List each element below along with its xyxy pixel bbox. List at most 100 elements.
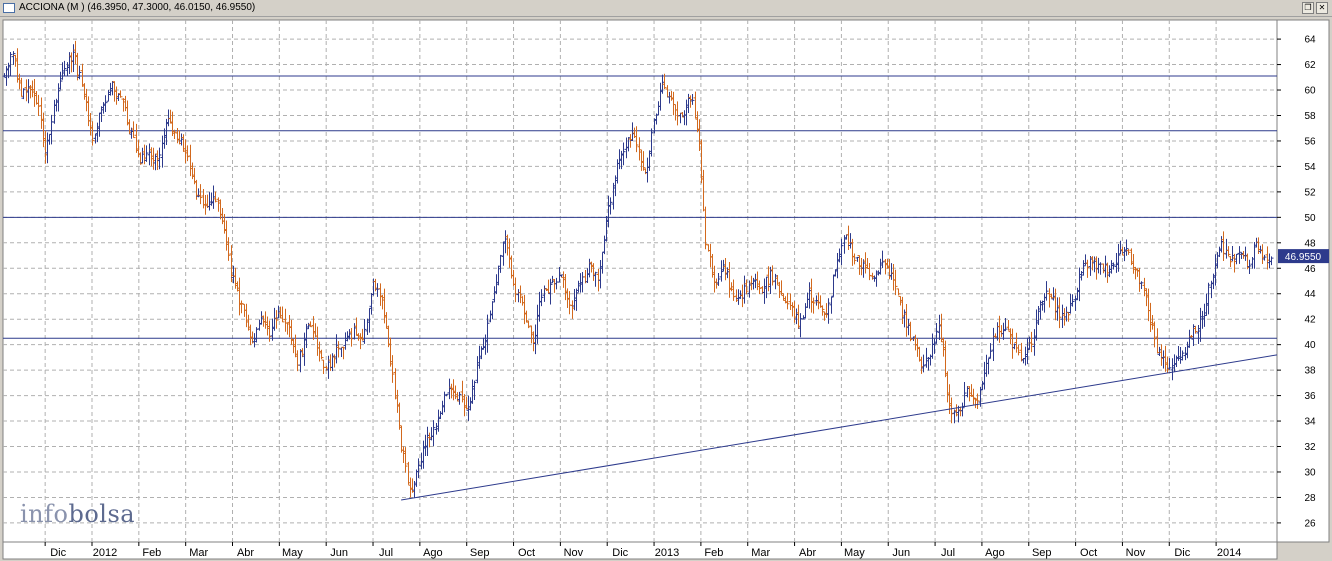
ohlc-bar: [1081, 260, 1086, 276]
ohlc-bar: [1044, 281, 1049, 301]
ohlc-bar: [820, 305, 825, 316]
y-tick-label: 34: [1304, 417, 1316, 428]
y-tick-label: 62: [1304, 60, 1316, 71]
ohlc-bar: [1262, 254, 1267, 261]
ohlc-bar: [978, 386, 983, 407]
ohlc-bar: [662, 73, 667, 89]
ohlc-bar: [893, 269, 898, 296]
ohlc-bar: [1070, 294, 1075, 307]
ohlc-bar: [431, 420, 436, 446]
ohlc-bar: [852, 253, 857, 265]
ohlc-bar: [485, 314, 490, 353]
ohlc-bar: [90, 121, 95, 146]
y-tick-label: 32: [1304, 442, 1316, 453]
ohlc-bar: [308, 321, 313, 328]
ohlc-bar: [932, 338, 937, 354]
ohlc-bar: [880, 250, 885, 269]
ohlc-bar: [539, 289, 544, 307]
ohlc-bar: [960, 402, 965, 417]
ohlc-bar: [986, 358, 991, 375]
ohlc-bar: [172, 129, 177, 140]
ohlc-bar: [416, 458, 421, 479]
ohlc-bar: [1226, 246, 1231, 257]
y-tick-label: 38: [1304, 366, 1316, 377]
ohlc-bar: [513, 277, 518, 303]
x-tick-label: Jul: [941, 547, 955, 559]
ohlc-bar: [770, 265, 775, 286]
ohlc-bar: [403, 447, 408, 473]
x-tick-label: Mar: [189, 547, 208, 559]
ohlc-bar: [21, 88, 26, 100]
chart-window-icon: [3, 3, 15, 13]
x-tick-label: Oct: [1080, 547, 1097, 559]
ohlc-bar: [716, 272, 721, 286]
ohlc-bar: [949, 397, 954, 424]
x-tick-label: Dic: [1174, 547, 1190, 559]
y-tick-label: 40: [1304, 340, 1316, 351]
ohlc-bar: [472, 380, 477, 401]
ohlc-bar: [1029, 331, 1034, 353]
ohlc-bar: [839, 238, 844, 266]
infobolsa-logo: infobolsa: [20, 500, 136, 528]
y-tick-label: 52: [1304, 187, 1316, 198]
ohlc-bar: [1116, 243, 1121, 272]
window-title: ACCIONA (M ) (46.3950, 47.3000, 46.0150,…: [19, 2, 256, 13]
ohlc-bar: [444, 393, 449, 397]
y-tick-label: 60: [1304, 86, 1316, 97]
ohlc-bar: [1057, 297, 1062, 329]
ohlc-bar: [1180, 350, 1185, 361]
ohlc-bar: [703, 206, 708, 250]
ohlc-bar: [896, 288, 901, 296]
ohlc-bar: [1221, 231, 1226, 261]
ohlc-bar: [971, 388, 976, 405]
ohlc-bar: [319, 349, 324, 360]
ohlc-bar: [457, 391, 462, 405]
last-price-label: 46.9550: [1285, 252, 1322, 263]
x-tick-label: May: [844, 547, 865, 559]
y-tick-label: 26: [1304, 518, 1316, 529]
x-axis-panel: [2, 541, 1278, 560]
ohlc-bar: [213, 191, 218, 203]
restore-button[interactable]: ❐: [1302, 2, 1314, 14]
y-axis-ticks: 26 28 30 32 34 36 38 40 42 44 46 48 50 52 54 56 58 60 62 64: [1277, 35, 1316, 529]
trendline-group: [401, 354, 1278, 501]
ohlc-bar: [1139, 281, 1144, 289]
ohlc-bar: [267, 320, 272, 342]
ohlc-bar: [1228, 255, 1233, 268]
ohlc-bar: [336, 341, 341, 358]
ohlc-bar: [908, 321, 913, 342]
x-tick-label: Abr: [799, 547, 816, 559]
ohlc-bar: [867, 263, 872, 281]
x-tick-label: Nov: [1126, 547, 1146, 559]
x-axis-ticks: Dic 2012 Feb Mar Abr May Jun Jul Ago Sep Oct Nov Dic…: [44, 542, 1241, 559]
x-tick-label: Dic: [50, 547, 66, 559]
y-tick-label: 28: [1304, 493, 1316, 504]
close-button[interactable]: ✕: [1316, 2, 1328, 14]
ohlc-bar: [1206, 282, 1211, 315]
ohlc-bar: [1085, 259, 1090, 278]
y-axis-panel: [1276, 19, 1330, 543]
ohlc-bar: [1237, 246, 1242, 264]
ohlc-bar: [274, 310, 279, 329]
ohlc-bar: [11, 51, 16, 65]
ohlc-bar: [634, 126, 639, 153]
ohlc-bar: [1247, 259, 1252, 275]
ohlc-bar: [498, 254, 503, 273]
y-tick-label: 48: [1304, 238, 1316, 249]
x-tick-label: 2013: [655, 547, 679, 559]
y-tick-label: 42: [1304, 315, 1316, 326]
ohlc-bar: [593, 271, 598, 287]
x-tick-label: Ago: [985, 547, 1005, 559]
ohlc-bar: [8, 51, 13, 76]
ohlc-bar: [988, 343, 993, 359]
ohlc-bar: [185, 145, 190, 162]
support-resistance-lines: [3, 75, 1277, 339]
ohlc-bar: [62, 60, 67, 77]
ohlc-bar: [280, 306, 285, 323]
ohlc-bar: [239, 300, 244, 314]
ohlc-bar: [131, 121, 136, 139]
ohlc-bar: [826, 298, 831, 324]
ohlc-bar: [608, 197, 613, 215]
x-tick-label: 2012: [93, 547, 117, 559]
y-tick-label: 50: [1304, 213, 1316, 224]
